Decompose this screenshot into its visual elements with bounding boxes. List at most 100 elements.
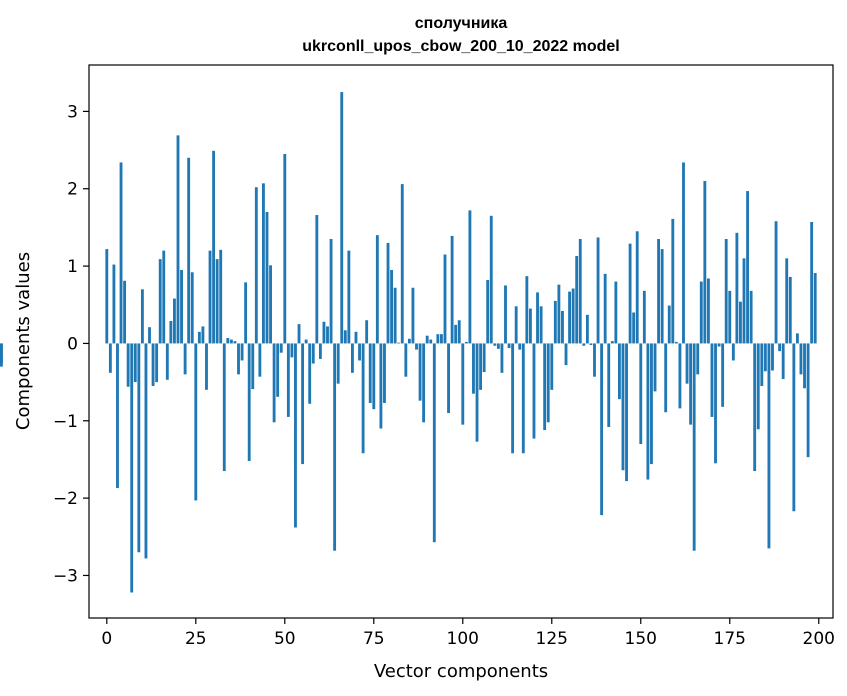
bar-component-22 [183, 343, 187, 375]
bar-component-193 [792, 343, 796, 512]
bar-component-194 [795, 333, 799, 344]
bar-component-153 [650, 343, 653, 465]
bar-component-126 [553, 300, 557, 344]
bar-component-12 [148, 327, 151, 344]
bar-component-8 [133, 343, 137, 383]
bar-component-136 [589, 343, 593, 345]
bar-component-42 [254, 187, 258, 344]
bar-component-39 [244, 282, 248, 344]
bar-component-140 [603, 273, 607, 344]
y-tick-label: 3 [67, 102, 78, 122]
bar-component-168 [703, 181, 707, 344]
bar-component-15 [158, 259, 162, 344]
chart-title-line-1: сполучника [415, 15, 508, 32]
bar-component-46 [269, 265, 272, 344]
bar-component-69 [351, 343, 354, 373]
bar-component-156 [660, 249, 664, 344]
y-tick-label: 2 [67, 180, 78, 200]
bar-component-49 [279, 343, 283, 353]
bar-component-18 [169, 321, 173, 344]
bar-component-133 [578, 239, 582, 344]
bar-component-130 [568, 291, 571, 344]
bar-component-197 [806, 343, 810, 458]
bar-component-97 [450, 235, 454, 344]
bar-component-96 [447, 343, 450, 414]
bar-component-45 [265, 211, 269, 344]
bar-component-35 [229, 339, 233, 344]
x-tick-label: 75 [363, 629, 385, 649]
bar-component-149 [635, 231, 639, 344]
bar-component-38 [240, 343, 244, 361]
bar-component-108 [489, 215, 493, 344]
x-tick-label: 50 [274, 629, 296, 649]
bar-component-184 [760, 343, 764, 386]
bar-component-173 [721, 343, 725, 407]
bar-component-83 [400, 184, 404, 344]
bar-component-48 [276, 343, 280, 397]
x-tick-label: 125 [536, 629, 568, 649]
bar-component-112 [504, 285, 507, 344]
chart-title-line-2: ukrconll_upos_cbow_200_10_2022 model [302, 38, 619, 55]
bar-component-67 [343, 330, 347, 344]
bar-component-78 [383, 343, 386, 403]
bar-component-182 [753, 343, 757, 472]
bar-component-141 [607, 343, 611, 427]
bar-component-110 [496, 343, 500, 349]
bar-component-43 [258, 343, 262, 377]
bars-group [0, 92, 817, 593]
bar-component-128 [561, 310, 564, 344]
bar-component-52 [290, 343, 294, 358]
x-tick-label: 200 [803, 629, 835, 649]
bar-component-16 [162, 250, 166, 344]
bar-component-13 [151, 343, 155, 386]
bar-component-107 [486, 280, 490, 344]
bar-component-72 [361, 343, 365, 454]
bar-component-36 [233, 341, 237, 344]
y-tick-label: −1 [53, 412, 78, 432]
bar-component-191 [785, 258, 789, 344]
bar-component-146 [625, 343, 628, 482]
bar-component-158 [667, 305, 671, 344]
bar-component-161 [678, 343, 682, 409]
bar-component-123 [543, 343, 547, 431]
bar-component-98 [454, 324, 458, 344]
bar-component-134 [582, 343, 586, 346]
bar-component-180 [746, 191, 749, 344]
bar-component-25 [194, 343, 198, 501]
bar-component-57 [308, 343, 312, 404]
bar-component-145 [621, 343, 625, 471]
bar-component-113 [507, 343, 511, 349]
bar-component-55 [301, 343, 305, 465]
bar-component-29 [208, 250, 212, 344]
plot-frame [88, 64, 834, 619]
bar-component-94 [440, 334, 443, 344]
x-axis-label: Vector components [374, 661, 548, 682]
bar-component-102 [468, 210, 472, 344]
bar-component-165 [692, 343, 696, 551]
bar-component-106 [482, 343, 486, 373]
bar-component-119 [528, 308, 532, 344]
bar-component-188 [774, 221, 778, 344]
bar-component-73 [365, 320, 369, 344]
bar-component-171 [714, 343, 717, 464]
bar-component-1 [108, 343, 112, 373]
bar-component-114 [511, 343, 515, 454]
bar-component-138 [596, 237, 600, 344]
bar-component-170 [710, 343, 714, 417]
bar-component-51 [286, 343, 290, 417]
bar-component-14 [155, 343, 159, 383]
bar-component-24 [190, 272, 194, 344]
bar-component-116 [518, 343, 522, 350]
bar-component-87 [415, 343, 418, 350]
y-tick-label: −2 [53, 489, 78, 509]
y-tick-label: −3 [53, 566, 78, 586]
bar-component-62 [326, 326, 329, 344]
bar-component-32 [219, 249, 223, 344]
bar-component-79 [386, 242, 390, 344]
bar-component-160 [674, 341, 678, 344]
bar-component-167 [699, 281, 703, 344]
bar-component-74 [368, 343, 372, 403]
bar-component-131 [571, 288, 575, 344]
bar-component-177 [735, 232, 739, 344]
